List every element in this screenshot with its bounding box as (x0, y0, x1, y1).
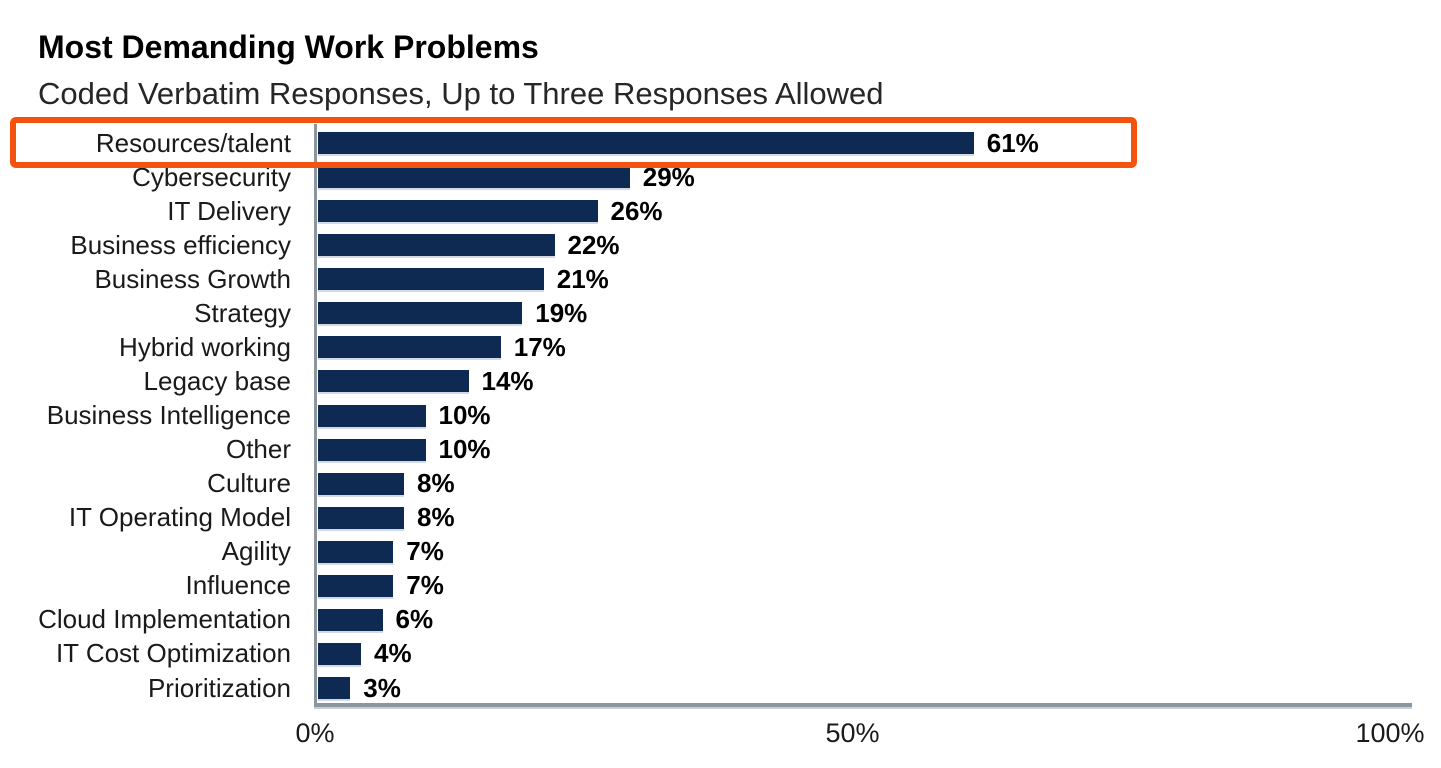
bar-row: Strategy 19% (0, 296, 1441, 330)
x-tick-label: 0% (295, 718, 335, 748)
value-label: 17% (513, 331, 566, 362)
category-label: Hybrid working (119, 331, 291, 362)
value-label: 19% (535, 297, 588, 328)
bar-row: Prioritization 3% (0, 671, 1441, 705)
bar (318, 268, 544, 291)
bar-row: IT Cost Optimization 4% (0, 637, 1441, 671)
chart-title: Most Demanding Work Problems (38, 29, 539, 66)
value-label: 10% (438, 400, 491, 431)
category-label: Business Growth (94, 263, 291, 294)
value-label: 8% (417, 468, 455, 499)
category-label: Business Intelligence (46, 400, 291, 431)
bar (318, 677, 351, 700)
bar-row: Culture 8% (0, 467, 1441, 501)
category-label: IT Delivery (167, 195, 291, 226)
bar-row: Influence 7% (0, 569, 1441, 603)
value-label: 7% (406, 570, 444, 601)
category-label: Agility (221, 536, 291, 567)
bar (318, 200, 598, 223)
bar-row: Resources/talent 61% (0, 126, 1441, 160)
bar-row: Other 10% (0, 433, 1441, 467)
bar (318, 506, 404, 529)
bar-row: IT Delivery 26% (0, 194, 1441, 228)
bar (318, 608, 383, 631)
bar (318, 166, 630, 189)
x-axis-line (314, 703, 1412, 709)
bar-row: Agility 7% (0, 535, 1441, 569)
value-label: 8% (417, 502, 455, 533)
value-label: 14% (481, 365, 534, 396)
chart-subtitle: Coded Verbatim Responses, Up to Three Re… (38, 75, 884, 111)
category-label: IT Cost Optimization (55, 638, 291, 669)
category-label: Other (225, 434, 291, 465)
highlight-box (10, 117, 1137, 168)
bar (318, 132, 974, 155)
bar (318, 370, 469, 393)
bar-row: Legacy base 14% (0, 364, 1441, 398)
bar (318, 472, 404, 495)
category-label: Business efficiency (70, 229, 291, 260)
bar-rows: Resources/talent 61% Cybersecurity 29% IT De… (0, 126, 1441, 705)
category-label: Strategy (194, 297, 291, 328)
bar-row: Cloud Implementation 6% (0, 603, 1441, 637)
bar (318, 574, 394, 597)
value-label: 6% (395, 604, 434, 635)
x-tick-label: 50% (825, 718, 880, 748)
value-label: 26% (610, 195, 663, 226)
category-label: Influence (185, 570, 291, 601)
bar (318, 540, 394, 563)
x-tick-label: 100% (1355, 718, 1425, 748)
value-label: 61% (986, 127, 1039, 158)
bar (318, 438, 426, 461)
category-label: Resources/talent (95, 127, 291, 158)
value-label: 3% (363, 672, 401, 703)
value-label: 22% (567, 229, 620, 260)
bar (318, 336, 501, 359)
category-label: Legacy base (143, 365, 291, 396)
category-label: Culture (207, 468, 291, 499)
category-label: Cloud Implementation (38, 604, 291, 635)
bar (318, 404, 426, 427)
bar-row: Business efficiency 22% (0, 228, 1441, 262)
bar (318, 642, 361, 665)
value-label: 21% (556, 263, 609, 294)
value-label: 7% (406, 536, 444, 567)
bar-row: Business Growth 21% (0, 262, 1441, 296)
y-axis-line (314, 124, 317, 707)
category-label: Prioritization (147, 672, 291, 703)
bar-row: Business Intelligence 10% (0, 399, 1441, 433)
bar-row: IT Operating Model 8% (0, 501, 1441, 535)
category-label: IT Operating Model (68, 502, 291, 533)
bar (318, 234, 555, 257)
bar (318, 302, 523, 325)
bar-row: Hybrid working 17% (0, 330, 1441, 364)
bar-chart: Resources/talent 61% Cybersecurity 29% IT De… (0, 117, 1441, 748)
value-label: 4% (374, 638, 412, 669)
value-label: 10% (438, 434, 491, 465)
